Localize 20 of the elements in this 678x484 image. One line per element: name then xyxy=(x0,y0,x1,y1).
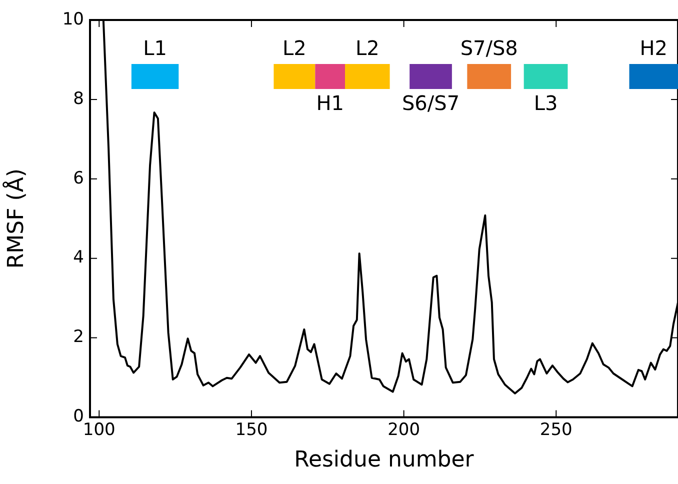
band-label: L3 xyxy=(534,91,558,116)
band-label: H2 xyxy=(640,36,668,60)
band-label: L2 xyxy=(282,36,306,60)
band-label: S7/S8 xyxy=(460,36,518,60)
y-tick-label: 4 xyxy=(73,248,84,268)
band-label: H1 xyxy=(316,91,344,116)
band-label: L2 xyxy=(355,36,380,60)
y-tick-label: 0 xyxy=(73,406,84,427)
band-label: S6/S7 xyxy=(402,91,460,116)
x-tick-label: 250 xyxy=(540,420,572,440)
x-tick-label: 200 xyxy=(388,420,420,440)
x-axis-title: Residue number xyxy=(294,448,475,473)
band-label: L1 xyxy=(143,36,167,60)
x-tick-label: 100 xyxy=(82,420,116,440)
y-tick-label: 2 xyxy=(73,327,84,348)
y-tick-label: 8 xyxy=(73,88,84,109)
y-tick-label: 6 xyxy=(73,168,84,188)
y-tick-label: 10 xyxy=(62,9,84,30)
y-axis-title: RMSF (Å) xyxy=(2,168,29,269)
x-tick-label: 150 xyxy=(235,420,268,440)
